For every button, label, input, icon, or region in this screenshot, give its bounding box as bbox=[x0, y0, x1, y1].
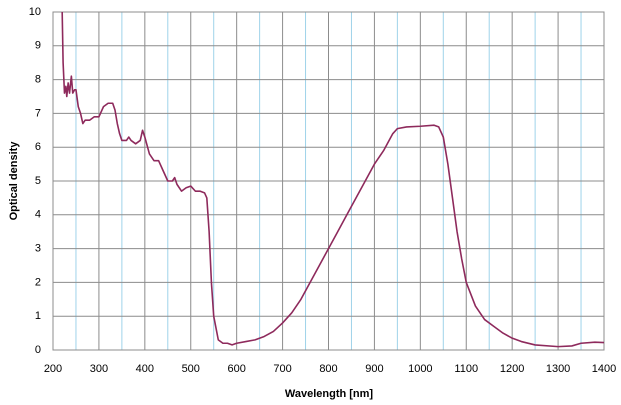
x-tick-label: 800 bbox=[319, 363, 337, 375]
y-tick-label: 7 bbox=[35, 107, 41, 119]
y-tick-label: 8 bbox=[35, 74, 41, 86]
plot-border bbox=[52, 11, 605, 351]
y-tick-label: 9 bbox=[35, 40, 41, 52]
x-tick-label: 600 bbox=[227, 363, 245, 375]
x-tick-label: 1200 bbox=[500, 363, 524, 375]
y-tick-label: 6 bbox=[35, 141, 41, 153]
data-line bbox=[61, 11, 605, 348]
y-tick-label: 10 bbox=[29, 6, 41, 18]
x-tick-label: 1400 bbox=[592, 363, 616, 375]
x-tick-label: 700 bbox=[273, 363, 291, 375]
x-axis-label: Wavelength [nm] bbox=[285, 388, 374, 400]
y-tick-label: 2 bbox=[35, 276, 41, 288]
y-tick-label: 1 bbox=[35, 310, 41, 322]
x-tick-label: 400 bbox=[136, 363, 154, 375]
x-tick-label: 1300 bbox=[546, 363, 570, 375]
x-tick-label: 200 bbox=[44, 363, 62, 375]
y-axis-label: Optical density bbox=[8, 141, 20, 221]
x-tick-label: 1100 bbox=[454, 363, 478, 375]
y-tick-label: 5 bbox=[35, 175, 41, 187]
y-tick-label: 4 bbox=[35, 209, 41, 221]
x-tick-label: 300 bbox=[90, 363, 108, 375]
x-tick-label: 1000 bbox=[408, 363, 432, 375]
x-tick-label: 900 bbox=[365, 363, 383, 375]
x-tick-label: 500 bbox=[182, 363, 200, 375]
y-tick-label: 3 bbox=[35, 243, 41, 255]
y-tick-label: 0 bbox=[35, 344, 41, 356]
